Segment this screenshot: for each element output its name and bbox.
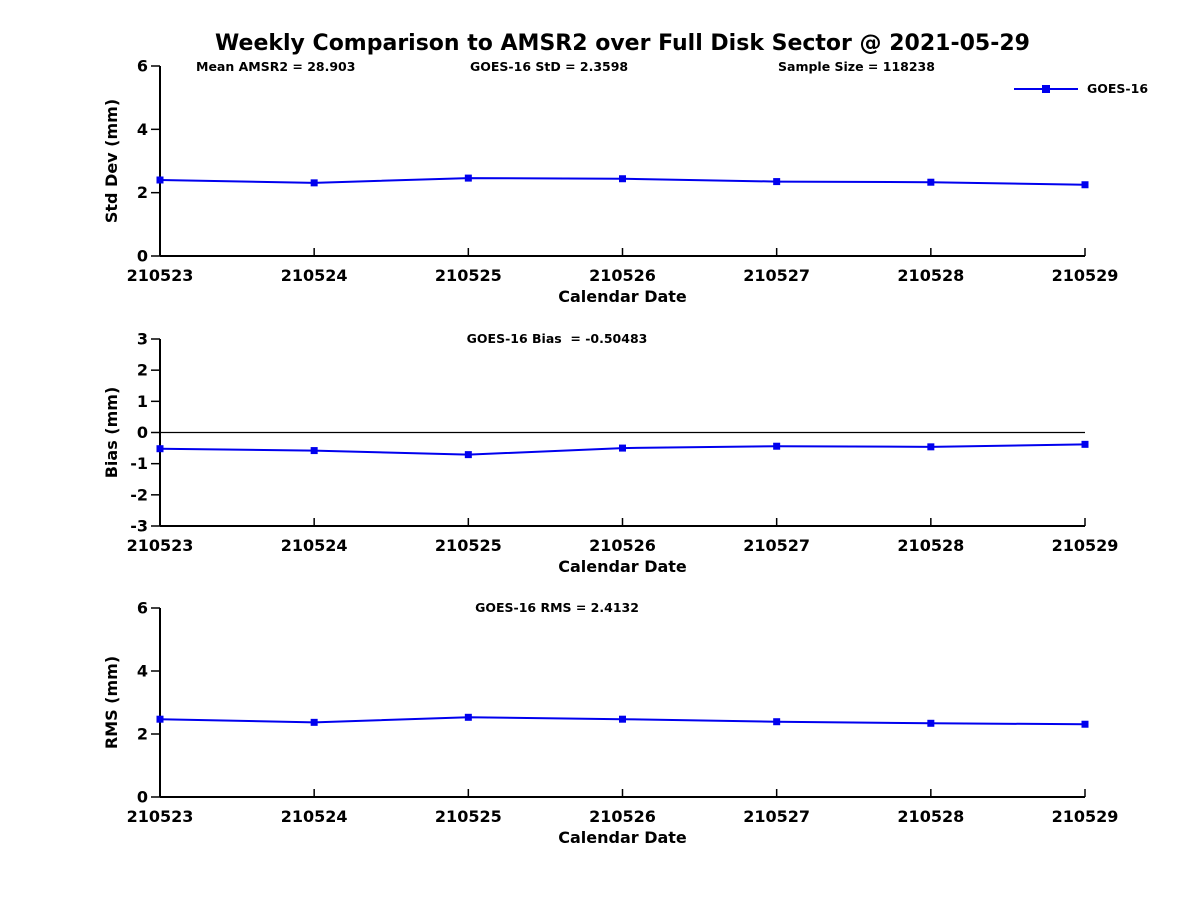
x-axis-label: Calendar Date <box>558 287 687 306</box>
bias-chart: -3 -2 -1 0 1 2 3 210523 210524 210525 210526 210527… <box>102 330 1119 577</box>
legend: GOES-16 <box>1013 81 1148 96</box>
y-tick-label: 0 <box>137 423 148 442</box>
stat-goes16-std: GOES-16 StD = 2.3598 <box>470 59 629 74</box>
data-point-marker <box>773 718 781 726</box>
y-tick-label: 2 <box>137 361 148 380</box>
y-tick-label: 4 <box>137 120 148 139</box>
data-point-marker <box>310 447 318 455</box>
x-tick-label: 210528 <box>897 536 964 555</box>
y-tick-label: 2 <box>137 725 148 744</box>
x-tick-label: 210526 <box>589 536 656 555</box>
y-tick-label: 3 <box>137 330 148 349</box>
data-point-marker <box>310 718 318 726</box>
y-tick-label: 4 <box>137 662 148 681</box>
data-point-marker <box>464 713 472 721</box>
legend-label: GOES-16 <box>1087 81 1149 96</box>
data-point-marker <box>619 715 626 723</box>
x-tick-label: 210526 <box>589 807 656 826</box>
data-point-marker <box>773 442 781 450</box>
y-tick-label: -2 <box>130 485 148 504</box>
data-point-marker <box>619 175 626 183</box>
y-tick-label: 6 <box>137 599 148 618</box>
x-tick-label: 210528 <box>897 807 964 826</box>
x-axis-label: Calendar Date <box>558 828 687 847</box>
stddev-chart: 0 2 4 6 210523 210524 210525 210526 210527 210528… <box>102 58 1119 306</box>
x-tick-label: 210523 <box>127 536 194 555</box>
y-tick-label: 6 <box>137 58 148 76</box>
x-axis-label: Calendar Date <box>558 557 687 576</box>
x-tick-label: 210523 <box>127 807 194 826</box>
y-tick-label: -3 <box>130 517 148 536</box>
x-tick-label: 210524 <box>281 266 348 285</box>
data-point-marker <box>619 444 626 452</box>
x-tick-label: 210525 <box>435 266 502 285</box>
y-axis-label: RMS (mm) <box>102 656 121 749</box>
stat-sample-size: Sample Size = 118238 <box>778 59 935 74</box>
data-point-marker <box>156 715 164 723</box>
y-tick-label: 1 <box>137 392 148 411</box>
x-tick-label: 210524 <box>281 536 348 555</box>
x-tick-label: 210529 <box>1052 536 1119 555</box>
data-point-marker <box>927 178 935 186</box>
x-tick-label: 210525 <box>435 807 502 826</box>
figure-title: Weekly Comparison to AMSR2 over Full Dis… <box>215 31 1030 56</box>
data-point-marker <box>1081 181 1089 189</box>
y-tick-label: -1 <box>130 454 148 473</box>
x-tick-label: 210529 <box>1052 266 1119 285</box>
data-point-marker <box>1081 440 1089 448</box>
x-tick-label: 210527 <box>743 807 810 826</box>
x-tick-label: 210526 <box>589 266 656 285</box>
data-point-marker <box>156 445 164 453</box>
x-tick-label: 210524 <box>281 807 348 826</box>
y-axis-label: Std Dev (mm) <box>102 99 121 223</box>
data-point-marker <box>464 174 472 182</box>
x-tick-label: 210525 <box>435 536 502 555</box>
data-point-marker <box>1081 720 1089 728</box>
x-tick-label: 210527 <box>743 536 810 555</box>
rms-chart: 0 2 4 6 210523 210524 210525 210526 210527 210528… <box>102 599 1119 848</box>
data-point-marker <box>464 451 472 459</box>
y-tick-label: 2 <box>137 183 148 202</box>
stat-mean-amsr2: Mean AMSR2 = 28.903 <box>196 59 356 74</box>
y-tick-label: 0 <box>137 247 148 266</box>
y-axis-label: Bias (mm) <box>102 387 121 479</box>
data-point-marker <box>310 179 318 187</box>
legend-line-icon <box>1014 84 1078 93</box>
x-tick-label: 210528 <box>897 266 964 285</box>
data-point-marker <box>773 178 781 186</box>
subplot-title: GOES-16 Bias = -0.50483 <box>467 331 648 346</box>
subplot-title: GOES-16 RMS = 2.4132 <box>475 600 639 615</box>
x-tick-label: 210529 <box>1052 807 1119 826</box>
y-tick-label: 0 <box>137 788 148 807</box>
x-tick-label: 210523 <box>127 266 194 285</box>
data-point-marker <box>927 443 935 451</box>
data-point-marker <box>927 719 935 727</box>
x-tick-label: 210527 <box>743 266 810 285</box>
data-point-marker <box>156 176 164 184</box>
